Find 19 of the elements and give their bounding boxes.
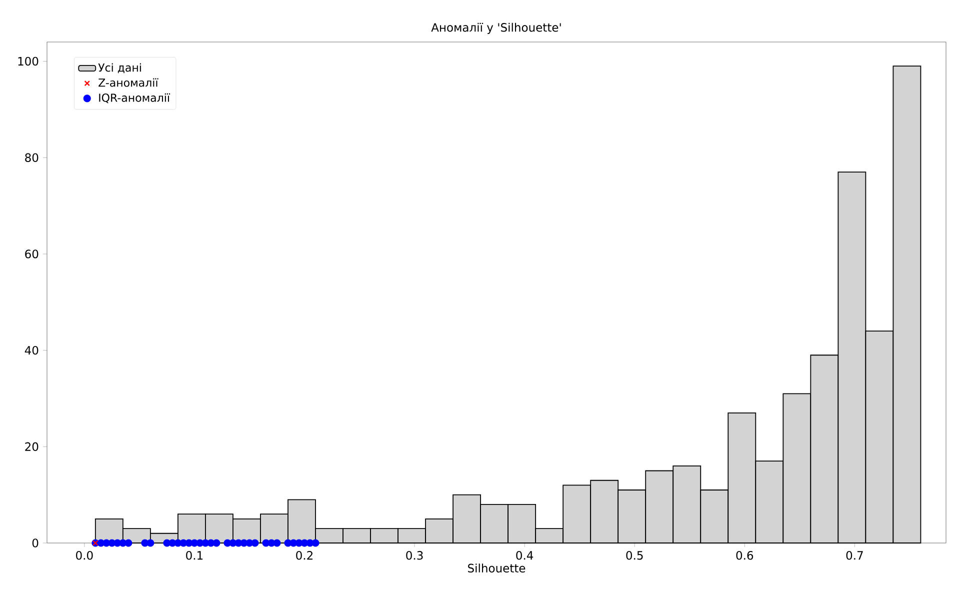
- x-tick-label: 0.2: [296, 551, 312, 560]
- x-tick-label: 0.0: [76, 551, 93, 560]
- x-axis-title: Silhouette: [468, 564, 526, 572]
- legend-label: Z-аномалії: [98, 78, 158, 87]
- y-tick-label: 40: [24, 346, 38, 355]
- legend-label: Усі дані: [98, 63, 141, 74]
- y-tick-label: 100: [18, 56, 38, 66]
- legend-label: IQR-аномалії: [99, 93, 170, 104]
- y-tick-label: 80: [25, 153, 38, 162]
- x-tick-label: 0.5: [626, 551, 643, 560]
- x-tick-label: 0.7: [846, 551, 863, 560]
- y-tick-label: 0: [32, 538, 38, 548]
- x-tick-label: 0.4: [516, 551, 534, 560]
- x-tick-label: 0.1: [186, 551, 203, 560]
- y-tick-label: 60: [25, 250, 38, 258]
- chart-title: Аномалії у 'Silhouette': [431, 22, 561, 34]
- x-tick-label: 0.6: [736, 551, 754, 560]
- y-tick-label: 20: [25, 442, 38, 451]
- x-tick-label: 0.3: [406, 551, 423, 560]
